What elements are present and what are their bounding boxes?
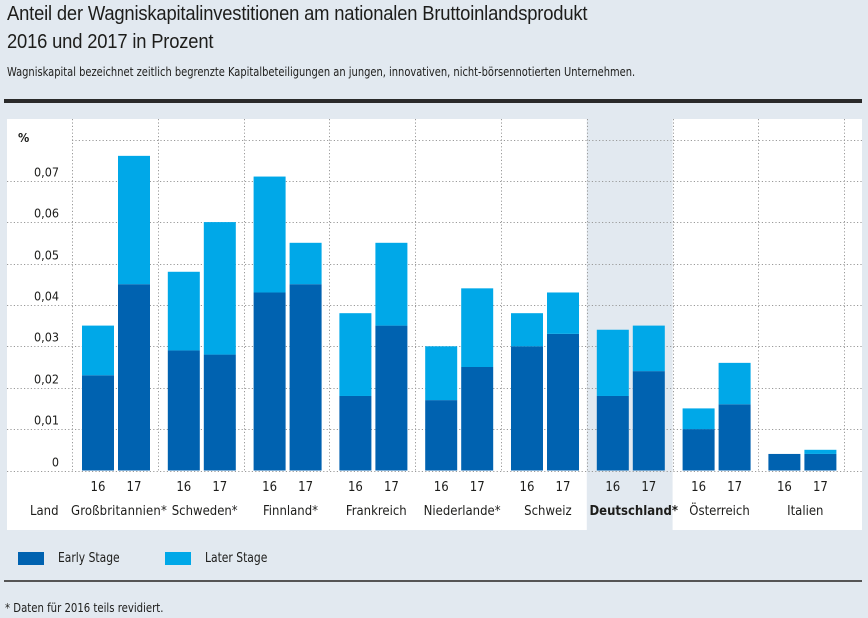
chart-title-line-2: 2016 und 2017 in Prozent xyxy=(7,31,214,53)
y-tick-label: 0,01 xyxy=(34,413,59,428)
bar-early-stage-2017 xyxy=(632,371,665,471)
bar-early-stage-2017 xyxy=(547,333,579,471)
bar-early-stage-2017 xyxy=(118,284,150,471)
x-year-label: 17 xyxy=(298,480,313,495)
bar-early-stage-2016 xyxy=(167,350,200,471)
x-category-label: Schweden* xyxy=(172,504,238,519)
bar-later-stage-2016 xyxy=(425,346,458,401)
bar-later-stage-2017 xyxy=(718,362,751,405)
y-tick-label: 0,03 xyxy=(34,330,59,345)
bar-early-stage-2017 xyxy=(461,367,494,471)
bar-early-stage-2016 xyxy=(768,453,801,471)
x-category-label: Großbritannien* xyxy=(71,504,167,519)
top-divider xyxy=(4,99,862,103)
footnote: * Daten für 2016 teils revidiert. xyxy=(5,600,164,615)
x-year-label: 16 xyxy=(777,480,792,495)
x-category-label: Frankreich xyxy=(346,504,407,519)
legend-label-early-stage: Early Stage xyxy=(58,551,120,566)
bar-later-stage-2017 xyxy=(632,325,665,372)
x-year-label: 17 xyxy=(813,480,828,495)
x-category-label: Italien xyxy=(787,504,823,519)
legend: Early Stage Later Stage xyxy=(18,551,313,566)
bar-early-stage-2016 xyxy=(339,395,372,471)
x-year-label: 17 xyxy=(727,480,742,495)
bar-later-stage-2016 xyxy=(596,329,629,396)
bar-later-stage-2016 xyxy=(511,313,543,347)
legend-label-later-stage: Later Stage xyxy=(205,551,268,566)
legend-swatch-later-stage xyxy=(165,552,192,565)
bar-early-stage-2017 xyxy=(804,453,837,471)
x-year-label: 16 xyxy=(348,480,363,495)
bar-later-stage-2017 xyxy=(118,155,150,285)
bar-later-stage-2017 xyxy=(375,242,408,326)
bar-later-stage-2016 xyxy=(253,176,286,293)
chart-title-line-1: Anteil der Wagniskapitalinvestitionen am… xyxy=(7,3,588,25)
x-year-label: 17 xyxy=(212,480,227,495)
bar-early-stage-2016 xyxy=(425,400,458,471)
y-tick-label: 0 xyxy=(52,455,59,470)
x-year-label: 17 xyxy=(127,480,142,495)
bar-later-stage-2016 xyxy=(682,408,715,430)
bar-later-stage-2016 xyxy=(167,271,200,351)
x-year-label: 17 xyxy=(641,480,656,495)
x-year-label: 16 xyxy=(520,480,535,495)
chart-subtitle: Wagniskapital bezeichnet zeitlich begren… xyxy=(7,64,636,79)
y-tick-label: 0,07 xyxy=(34,165,59,180)
x-category-label: Deutschland* xyxy=(589,504,678,519)
bar-later-stage-2017 xyxy=(289,242,322,285)
legend-item-early-stage: Early Stage xyxy=(18,551,125,566)
bar-later-stage-2017 xyxy=(547,292,579,334)
legend-item-later-stage: Later Stage xyxy=(165,551,273,566)
y-tick-label: 0,06 xyxy=(34,206,59,221)
bar-later-stage-2017 xyxy=(804,449,837,454)
y-tick-label: 0,04 xyxy=(34,289,59,304)
bar-later-stage-2017 xyxy=(203,222,236,355)
y-tick-label: 0,02 xyxy=(34,372,59,387)
y-tick-label: 0,05 xyxy=(34,248,59,263)
bar-early-stage-2016 xyxy=(82,375,114,471)
bars-layer xyxy=(82,155,837,471)
bar-early-stage-2016 xyxy=(511,346,543,471)
bottom-divider xyxy=(4,580,862,582)
x-axis-label: Land xyxy=(30,504,59,519)
x-year-label: 17 xyxy=(470,480,485,495)
bar-later-stage-2016 xyxy=(82,325,114,376)
bar-early-stage-2017 xyxy=(718,404,751,471)
x-year-label: 17 xyxy=(556,480,571,495)
labels-layer: 0 0,01 0,02 0,03 0,04 0,05 0,06 0,07% 16 17 Großbr… xyxy=(18,130,828,519)
chart-title: Anteil der Wagniskapitalinvestitionen am… xyxy=(7,0,588,56)
grid-layer xyxy=(7,119,862,472)
x-year-label: 16 xyxy=(91,480,106,495)
x-year-label: 16 xyxy=(176,480,191,495)
bar-early-stage-2017 xyxy=(289,284,322,471)
legend-swatch-early-stage xyxy=(18,552,44,565)
y-axis-unit-label: % xyxy=(18,130,29,145)
bar-early-stage-2016 xyxy=(682,429,715,471)
x-category-label: Finnland* xyxy=(263,504,318,519)
x-year-label: 16 xyxy=(434,480,449,495)
bar-early-stage-2016 xyxy=(596,395,629,471)
bar-early-stage-2017 xyxy=(375,325,408,471)
x-year-label: 17 xyxy=(384,480,399,495)
bar-later-stage-2016 xyxy=(339,313,372,396)
x-year-label: 16 xyxy=(262,480,277,495)
bar-later-stage-2017 xyxy=(461,288,494,367)
bar-early-stage-2016 xyxy=(253,292,286,471)
bar-early-stage-2017 xyxy=(203,354,236,471)
x-category-label: Niederlande* xyxy=(424,504,501,519)
x-year-label: 16 xyxy=(605,480,620,495)
x-category-label: Schweiz xyxy=(524,504,571,519)
x-year-label: 16 xyxy=(691,480,706,495)
x-category-label: Österreich xyxy=(689,502,749,519)
